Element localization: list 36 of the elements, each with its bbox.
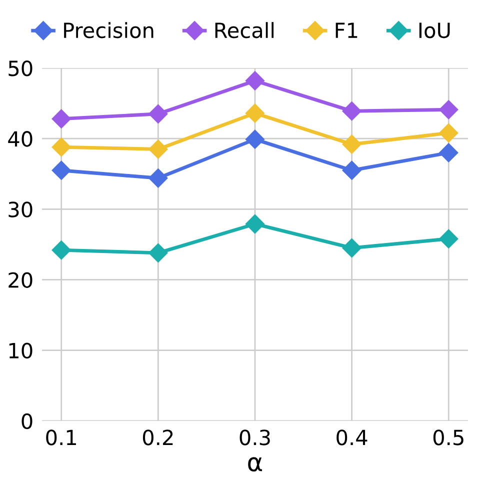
point [342,160,362,180]
legend-label: Recall [215,22,274,38]
x-tick-label: 0.2 [142,430,173,446]
x-axis-title: α [248,457,262,472]
point [148,104,168,124]
point [52,160,71,180]
point [245,71,265,90]
point [148,243,168,262]
legend-label: Precision [64,22,154,38]
x-tick-label: 0.5 [433,430,464,446]
point [439,100,458,120]
point [148,140,168,159]
point [245,214,265,234]
legend-label: IoU [419,22,450,38]
y-tick-label: 0 [22,413,32,430]
y-tick-label: 10 [9,342,32,359]
x-tick-label: 0.4 [336,430,368,446]
point [52,240,71,260]
y-tick-label: 30 [8,202,32,218]
point [245,104,265,123]
x-tick-label: 0.1 [46,430,76,446]
point [342,238,362,258]
point [52,109,71,128]
y-tick-label: 40 [8,131,32,147]
point [342,102,362,121]
point [342,134,362,154]
point [439,143,458,162]
y-tick-label: 50 [8,60,32,76]
point [245,130,265,149]
point [439,123,458,142]
point [439,229,458,248]
x-tick-label: 0.3 [240,430,270,446]
point [52,138,71,157]
point [148,168,168,188]
legend-label: F1 [336,22,358,38]
y-tick-label: 20 [8,272,32,288]
